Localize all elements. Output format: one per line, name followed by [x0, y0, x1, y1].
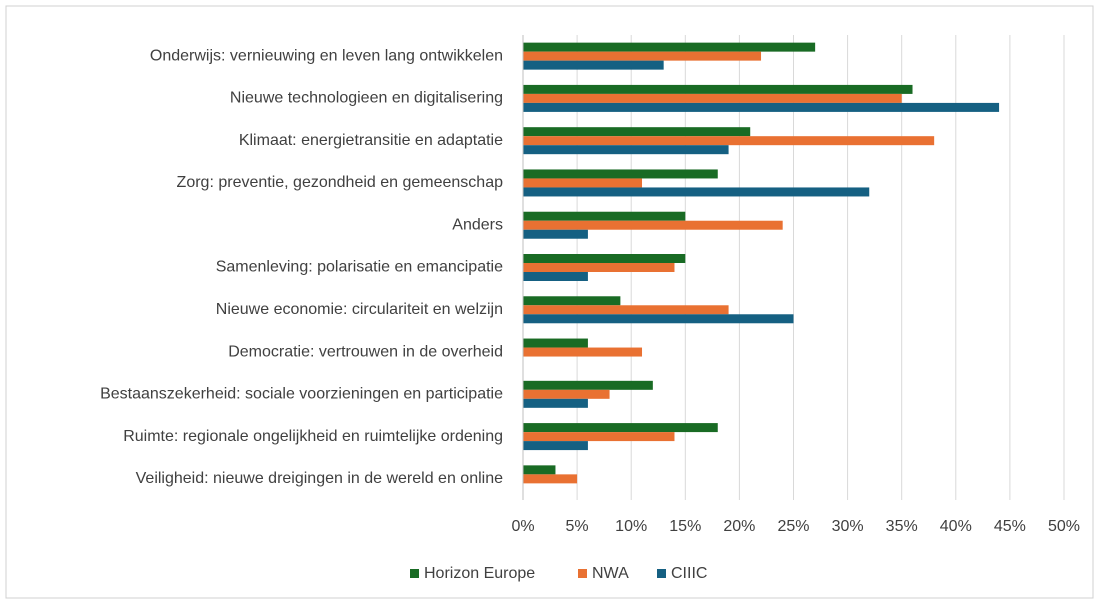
y-tick-label: Nieuwe technologieen en digitalisering	[230, 90, 503, 107]
bar	[523, 169, 718, 179]
y-tick-label: Nieuwe economie: circulariteit en welzij…	[216, 301, 503, 318]
x-tick-label: 30%	[832, 518, 864, 535]
bar	[523, 136, 935, 146]
bar	[523, 423, 718, 433]
y-tick-label: Zorg: preventie, gezondheid en gemeensch…	[177, 174, 504, 191]
bar	[523, 441, 588, 451]
bar	[523, 263, 675, 272]
legend-swatch	[410, 569, 419, 578]
bar	[523, 187, 870, 197]
x-tick-label: 5%	[566, 518, 589, 535]
x-tick-label: 10%	[615, 518, 647, 535]
y-tick-label: Ruimte: regionale ongelijkheid en ruimte…	[123, 428, 503, 445]
x-tick-label: 15%	[669, 518, 701, 535]
x-tick-label: 45%	[994, 518, 1026, 535]
bar	[523, 314, 794, 324]
x-tick-label: 25%	[777, 518, 809, 535]
bar	[523, 211, 686, 221]
bar	[523, 51, 762, 61]
y-tick-label: Veiligheid: nieuwe dreigingen in de were…	[136, 470, 503, 487]
bar	[523, 220, 783, 230]
bar	[523, 229, 588, 239]
bar	[523, 42, 816, 52]
bar	[523, 102, 1000, 112]
bar	[523, 389, 610, 399]
bar	[523, 380, 653, 390]
bar	[523, 145, 729, 155]
bar	[523, 305, 729, 315]
legend-label: Horizon Europe	[424, 565, 535, 582]
bar	[523, 84, 913, 94]
legend-swatch	[578, 569, 587, 578]
bar	[523, 254, 686, 263]
y-tick-label: Anders	[452, 216, 503, 233]
x-tick-label: 50%	[1048, 518, 1080, 535]
bar	[523, 398, 588, 408]
legend-label: CIIIC	[671, 565, 707, 582]
legend-swatch	[657, 569, 666, 578]
bar	[523, 60, 664, 70]
bar	[523, 432, 675, 442]
bar	[523, 465, 556, 475]
bar	[523, 296, 621, 306]
y-tick-label: Klimaat: energietransitie en adaptatie	[239, 132, 503, 149]
x-tick-label: 40%	[940, 518, 972, 535]
y-tick-label: Onderwijs: vernieuwing en leven lang ont…	[150, 47, 503, 64]
bar	[523, 347, 643, 357]
y-tick-label: Democratie: vertrouwen in de overheid	[228, 343, 503, 360]
y-tick-label: Bestaanszekerheid: sociale voorzieningen…	[100, 386, 503, 403]
legend-label: NWA	[592, 565, 629, 582]
bar	[523, 338, 588, 348]
bar	[523, 93, 902, 103]
y-tick-label: Samenleving: polarisatie en emancipatie	[216, 259, 503, 276]
bar	[523, 127, 751, 137]
bar	[523, 272, 588, 281]
bar	[523, 178, 643, 188]
x-tick-label: 0%	[511, 518, 534, 535]
x-tick-label: 35%	[886, 518, 918, 535]
bar	[523, 474, 578, 484]
x-tick-label: 20%	[723, 518, 755, 535]
